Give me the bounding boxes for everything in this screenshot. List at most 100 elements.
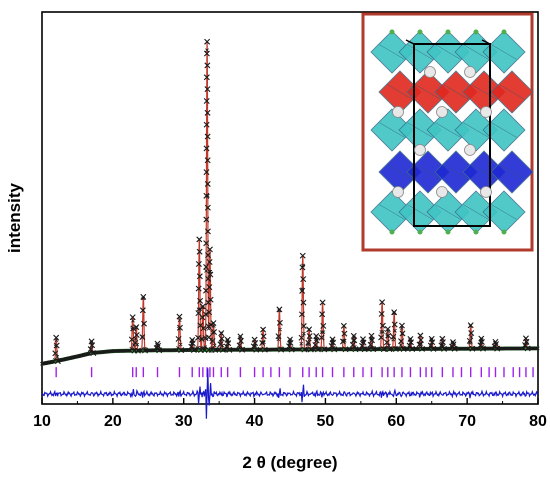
observed-point-peak-10 bbox=[204, 228, 211, 235]
atom-green-6 bbox=[417, 229, 423, 235]
observed-point-peak-20 bbox=[298, 311, 305, 318]
observed-point-peak-32 bbox=[399, 330, 406, 337]
observed-point-peak-41 bbox=[522, 335, 529, 342]
observed-point-peak-26 bbox=[349, 341, 356, 348]
observed-point-peak-15 bbox=[236, 342, 243, 349]
octahedron-edge-cyan-top-3 bbox=[463, 44, 489, 60]
octahedron-edge-cyan-bottom-2 bbox=[435, 204, 461, 220]
observed-point-peak-10 bbox=[203, 240, 210, 247]
difference-curve bbox=[41, 368, 539, 419]
observed-point-peak-0 bbox=[52, 350, 59, 357]
x-axis-tick-labels: 10 20 30 40 50 60 70 80 bbox=[33, 413, 547, 430]
observed-point-peak-15 bbox=[239, 346, 246, 353]
observed-point-peak-18 bbox=[278, 346, 285, 353]
observed-point-peak-18 bbox=[276, 319, 283, 326]
observed-point-peak-24 bbox=[328, 343, 335, 349]
observed-point-peak-25 bbox=[342, 346, 349, 353]
observed-point-peak-7 bbox=[189, 336, 196, 343]
observed-point-peak-17 bbox=[260, 333, 267, 340]
observed-point-peak-17 bbox=[260, 326, 267, 333]
observed-point-peak-3 bbox=[133, 324, 140, 331]
observed-point-peak-23 bbox=[321, 346, 328, 353]
atom-green-5 bbox=[389, 229, 395, 235]
observed-point-peak-32 bbox=[398, 322, 405, 329]
unit-cell-edge-2 bbox=[481, 39, 491, 45]
crystal-structure-inset bbox=[361, 12, 534, 252]
observed-point-peak-20 bbox=[300, 299, 307, 306]
observed-point-peak-8 bbox=[196, 273, 203, 280]
atom-green-9 bbox=[501, 229, 507, 235]
atom-white-1 bbox=[436, 106, 448, 118]
observed-point-peak-6 bbox=[178, 347, 185, 354]
observed-point-peak-32 bbox=[400, 346, 407, 353]
x-tick-label-5: 60 bbox=[387, 413, 405, 430]
observed-point-peak-18 bbox=[276, 306, 283, 313]
observed-point-peak-1 bbox=[88, 338, 95, 345]
observed-point-peak-10 bbox=[203, 216, 210, 223]
x-axis-ticks bbox=[41, 398, 539, 404]
observed-point-peak-7 bbox=[188, 343, 195, 350]
observed-point-peak-27 bbox=[359, 342, 366, 349]
observed-point-peak-22 bbox=[313, 333, 320, 340]
observed-point-peak-0 bbox=[53, 334, 60, 341]
observed-points-layer bbox=[40, 38, 540, 366]
observed-point-peak-37 bbox=[449, 339, 456, 346]
observed-point-peak-9 bbox=[200, 325, 207, 332]
observed-point-peak-38 bbox=[469, 345, 476, 352]
observed-point-peak-20 bbox=[299, 252, 306, 259]
observed-point-peak-38 bbox=[467, 322, 474, 329]
observed-point-peak-34 bbox=[417, 332, 424, 339]
observed-point-peak-10 bbox=[203, 145, 210, 152]
observed-point-peak-21 bbox=[306, 333, 313, 340]
observed-point-peak-4 bbox=[139, 307, 146, 314]
observed-point-peak-36 bbox=[438, 342, 445, 349]
observed-point-peak-20 bbox=[299, 264, 306, 271]
observed-point-peak-25 bbox=[340, 322, 347, 329]
observed-point-peak-10 bbox=[205, 275, 212, 282]
octahedron-edge-cyan-top-0 bbox=[379, 44, 405, 60]
octahedron-edge-cyan-mid-1 bbox=[407, 122, 433, 138]
observed-point-peak-10 bbox=[203, 74, 210, 81]
observed-point-peak-41 bbox=[522, 342, 529, 349]
octahedron-edge-blue-1 bbox=[415, 164, 441, 180]
observed-point-peak-15 bbox=[237, 333, 244, 340]
octahedron-edge-blue-4 bbox=[499, 164, 525, 180]
observed-point-peak-12 bbox=[209, 337, 216, 344]
observed-point-peak-38 bbox=[468, 330, 475, 337]
observed-point-peak-16 bbox=[250, 343, 257, 350]
atom-green-2 bbox=[445, 29, 451, 35]
observed-point-peak-29 bbox=[378, 334, 385, 341]
observed-point-peak-1 bbox=[87, 346, 94, 353]
observed-point-peak-6 bbox=[175, 335, 182, 342]
observed-point-peak-1 bbox=[90, 350, 97, 357]
octahedron-edge-cyan-bottom-0 bbox=[379, 204, 405, 220]
observed-point-peak-29 bbox=[379, 299, 386, 306]
observed-point-peak-5 bbox=[154, 340, 161, 347]
observed-point-peak-10 bbox=[203, 192, 210, 199]
bragg-ticks-layer bbox=[55, 367, 534, 378]
observed-point-peak-30 bbox=[383, 339, 390, 346]
observed-point-peak-40 bbox=[492, 338, 499, 345]
octahedron-edge-cyan-bottom-3 bbox=[463, 204, 489, 220]
octahedron-edge-cyan-bottom-1 bbox=[407, 204, 433, 220]
observed-point-peak-20 bbox=[300, 323, 307, 330]
observed-point-peak-10 bbox=[204, 133, 211, 140]
observed-point-peak-20 bbox=[301, 346, 308, 353]
x-axis-title: 2 θ (degree) bbox=[242, 453, 337, 472]
observed-point-peak-28 bbox=[368, 332, 375, 339]
atom-green-4 bbox=[501, 29, 507, 35]
observed-point-peak-3 bbox=[133, 331, 140, 338]
observed-point-peak-30 bbox=[386, 346, 393, 353]
observed-point-peak-12 bbox=[211, 329, 218, 336]
observed-point-peak-27 bbox=[359, 336, 366, 343]
observed-point-peak-11 bbox=[206, 284, 213, 291]
observed-point-peak-11 bbox=[207, 271, 214, 278]
atom-white-9 bbox=[464, 66, 476, 78]
observed-point-peak-33 bbox=[407, 335, 414, 342]
observed-point-peak-21 bbox=[305, 339, 312, 346]
observed-point-peak-10 bbox=[204, 109, 211, 116]
observed-point-peak-17 bbox=[259, 339, 266, 346]
observed-point-peak-10 bbox=[203, 97, 210, 104]
octahedron-edge-blue-2 bbox=[443, 164, 469, 180]
